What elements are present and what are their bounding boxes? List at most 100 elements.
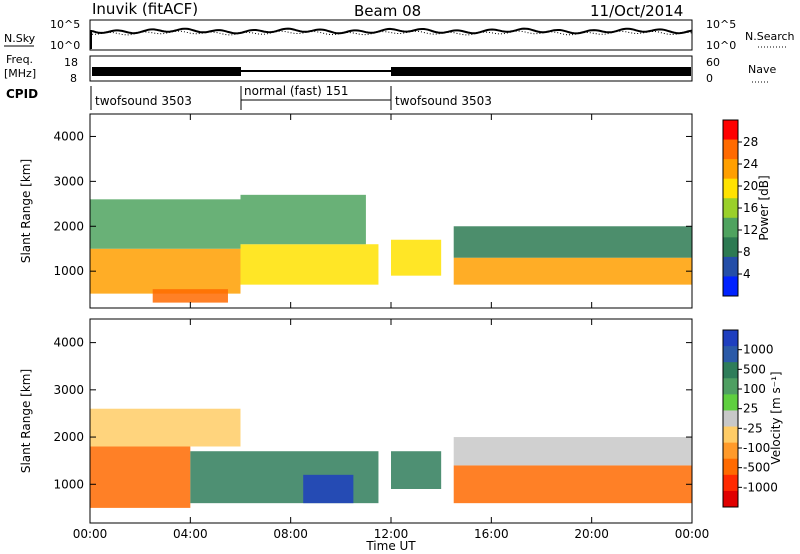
y-tick-label: 4000 <box>53 336 84 350</box>
colorbar-swatch <box>723 458 738 476</box>
noise-left-label: N.Sky <box>4 32 36 45</box>
x-tick-label: 12:00 <box>374 527 409 541</box>
freq-panel: Freq. [MHz] 18 8 60 0 Nave <box>4 53 776 85</box>
nave-label: Nave <box>748 63 776 76</box>
noise-right-label: N.Search <box>745 30 795 43</box>
noise-left-tick-top: 10^5 <box>50 18 80 31</box>
x-tick-label: 00:00 <box>675 527 710 541</box>
freq-label-line1: Freq. <box>6 53 33 66</box>
colorbar-swatch <box>723 442 738 460</box>
heatmap-cell <box>303 474 354 504</box>
y-tick-label: 3000 <box>53 383 84 397</box>
colorbar-tick-label: 500 <box>743 362 766 376</box>
heatmap-cell <box>453 437 692 466</box>
noise-sky-line <box>91 27 693 35</box>
colorbar-tick-label: -25 <box>743 421 763 435</box>
x-axis: 00:00 04:00 08:00 12:00 16:00 20:00 00:00 <box>73 114 710 541</box>
colorbar-tick-label: -100 <box>743 441 770 455</box>
freq-block-1 <box>92 67 241 76</box>
colorbar-swatch <box>723 410 738 428</box>
beam-title: Beam 08 <box>354 2 421 20</box>
colorbar-tick-label: -1000 <box>743 480 778 494</box>
power-panel: 4000 3000 2000 1000 Slant Range [km] 28 24 20… <box>19 113 771 309</box>
heatmap-cell <box>152 289 228 303</box>
heatmap-cell <box>90 248 241 294</box>
y-tick-label: 1000 <box>53 477 84 491</box>
noise-right-tick-top: 10^5 <box>706 18 736 31</box>
x-axis-label: Time UT <box>365 539 416 553</box>
cpid-row: CPID twofsound 3503 normal (fast) 151 tw… <box>6 84 492 110</box>
noise-search-line <box>91 30 693 36</box>
colorbar-tick-label: 16 <box>743 201 758 215</box>
colorbar-swatch <box>723 346 738 363</box>
colorbar-swatch <box>723 178 738 199</box>
freq-tick-bottom: 8 <box>70 72 77 85</box>
colorbar-swatch <box>723 426 738 444</box>
velocity-colorbar-label: Velocity [m s⁻¹] <box>769 371 783 464</box>
heatmap-cell <box>90 408 241 447</box>
heatmap-cell <box>240 244 379 285</box>
y-tick-label: 3000 <box>53 174 84 188</box>
power-colorbar: 28 24 20 16 12 8 4 <box>723 120 758 297</box>
colorbar-swatch <box>723 217 738 238</box>
y-tick-label: 2000 <box>53 430 84 444</box>
colorbar-swatch <box>723 256 738 277</box>
x-tick-label: 16:00 <box>474 527 509 541</box>
colorbar-swatch <box>723 159 738 180</box>
y-tick-label: 2000 <box>53 219 84 233</box>
date-title: 11/Oct/2014 <box>590 2 683 20</box>
colorbar-swatch <box>723 120 738 141</box>
colorbar-swatch <box>723 198 738 219</box>
colorbar-swatch <box>723 362 738 379</box>
heatmap-cell <box>391 239 442 276</box>
colorbar-tick-label: 24 <box>743 157 758 171</box>
heatmap-cell <box>391 451 442 489</box>
power-regions <box>90 194 692 303</box>
colorbar-swatch <box>723 394 738 411</box>
cpid-segment-1: twofsound 3503 <box>95 94 192 108</box>
colorbar-tick-label: 25 <box>743 402 758 416</box>
velocity-panel: 4000 3000 2000 1000 Slant Range [km] 1000 50… <box>19 318 783 524</box>
colorbar-tick-label: 28 <box>743 135 758 149</box>
heatmap-cell <box>453 226 692 258</box>
colorbar-swatch <box>723 139 738 160</box>
x-tick-label: 00:00 <box>73 527 108 541</box>
heatmap-cell <box>240 194 366 245</box>
colorbar-tick-label: -500 <box>743 461 770 475</box>
noise-panel: N.Sky 10^5 10^0 10^5 10^0 N.Search <box>4 18 795 52</box>
colorbar-swatch <box>723 378 738 395</box>
power-colorbar-label: Power [dB] <box>757 175 771 240</box>
velocity-ylabel: Slant Range [km] <box>19 369 33 473</box>
x-tick-label: 20:00 <box>574 527 609 541</box>
colorbar-tick-label: 4 <box>743 267 751 281</box>
velocity-regions <box>90 408 692 508</box>
freq-label-line2: [MHz] <box>4 67 36 80</box>
colorbar-swatch <box>723 490 738 508</box>
heatmap-cell <box>90 446 191 508</box>
x-tick-label: 08:00 <box>273 527 308 541</box>
colorbar-swatch <box>723 276 738 297</box>
colorbar-swatch <box>723 474 738 492</box>
freq-block-2 <box>391 67 691 76</box>
colorbar-tick-label: 8 <box>743 245 751 259</box>
colorbar-tick-label: 100 <box>743 382 766 396</box>
x-tick-label: 04:00 <box>173 527 208 541</box>
heatmap-cell <box>90 199 241 249</box>
station-title: Inuvik (fitACF) <box>92 0 198 18</box>
colorbar-tick-label: 1000 <box>743 343 774 357</box>
cpid-segment-3: twofsound 3503 <box>395 94 492 108</box>
heatmap-cell <box>453 465 692 504</box>
freq-tick-top: 18 <box>64 56 78 69</box>
power-ylabel: Slant Range [km] <box>19 159 33 263</box>
heatmap-cell <box>453 257 692 285</box>
colorbar-tick-label: 12 <box>743 223 758 237</box>
colorbar-swatch <box>723 330 738 347</box>
colorbar-swatch <box>723 237 738 258</box>
velocity-colorbar: 1000 500 100 25 -25 -100 -500 -1000 <box>723 330 778 508</box>
noise-right-tick-bottom: 10^0 <box>706 39 736 52</box>
cpid-segment-2: normal (fast) 151 <box>244 84 348 98</box>
cpid-label: CPID <box>6 87 38 101</box>
nave-tick-top: 60 <box>706 56 720 69</box>
colorbar-tick-label: 20 <box>743 179 758 193</box>
